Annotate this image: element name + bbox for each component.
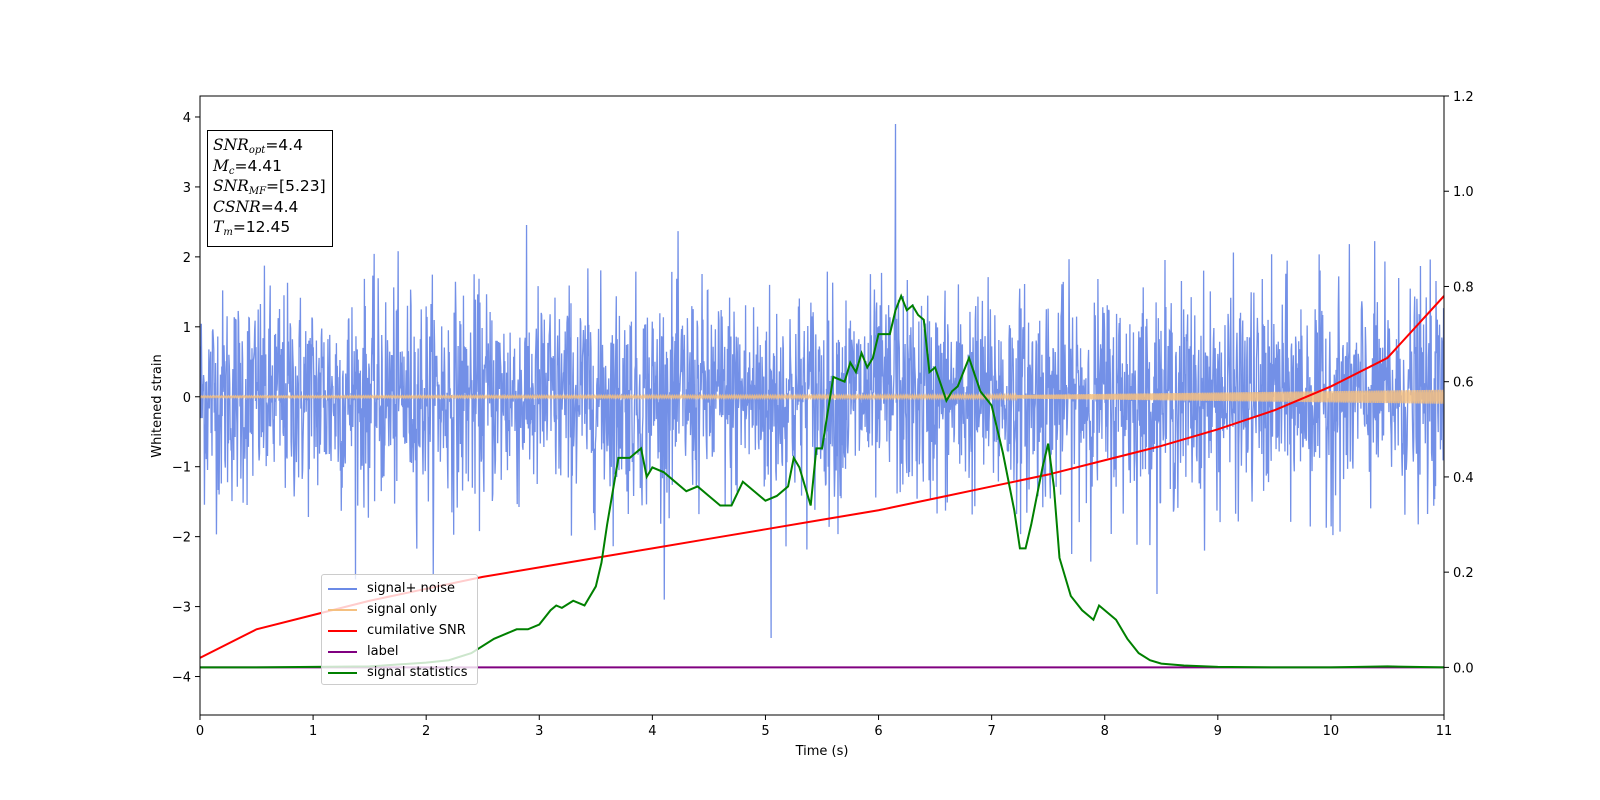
y-tick-label-right: 0.2: [1453, 566, 1474, 581]
x-tick-label: 7: [987, 724, 995, 739]
signal-only-series: [200, 389, 1444, 404]
metrics-info-box: SNRopt=4.4 Mc=4.41 SNRMF=[5.23] CSNR=4.4…: [207, 130, 333, 247]
csnr-line: CSNR=4.4: [213, 197, 299, 216]
y-tick-label-left: −3: [172, 601, 191, 616]
signal-plus-noise-line: [200, 123, 1444, 639]
mc-line: Mc=4.41: [213, 156, 282, 177]
chart-legend: signal+ noise signal only cumilative SNR…: [321, 574, 478, 685]
snr-opt-line: SNRopt=4.4: [213, 136, 303, 156]
plot-frame: [199, 95, 1445, 716]
y-axis-label: Whitened strain: [150, 354, 165, 457]
y-tick-label-right: 0.6: [1453, 376, 1474, 391]
x-tick-label: 4: [648, 724, 656, 739]
x-tick-label: 11: [1436, 724, 1453, 739]
legend-swatch: [328, 629, 357, 632]
legend-item: label: [328, 641, 477, 662]
y-tick-label-right: 1.2: [1453, 90, 1474, 105]
legend-item: signal statistics: [328, 662, 477, 683]
y-tick-label-left: 3: [183, 181, 191, 196]
legend-item: cumilative SNR: [328, 620, 477, 641]
x-tick-label: 6: [874, 724, 882, 739]
y-tick-label-right: 0.0: [1453, 661, 1474, 676]
y-tick-label-left: 4: [183, 111, 191, 126]
y-tick-label-left: 0: [183, 391, 191, 406]
y-tick-label-left: −2: [172, 531, 191, 546]
x-tick-label: 3: [535, 724, 543, 739]
y-axis-left: 4 3 2 1 0 −1 −2 −3 −4: [172, 111, 200, 686]
x-tick-label: 9: [1214, 724, 1222, 739]
x-tick-label: 10: [1323, 724, 1340, 739]
legend-swatch: [328, 650, 357, 653]
y-tick-label-right: 0.8: [1453, 280, 1474, 295]
x-tick-label: 1: [309, 724, 317, 739]
x-axis-label: Time (s): [795, 744, 849, 759]
signal-statistics-series: [200, 293, 1444, 669]
x-tick-label: 8: [1101, 724, 1109, 739]
y-tick-label-left: 1: [183, 321, 191, 336]
y-tick-label-left: 2: [183, 251, 191, 266]
snr-mf-line: SNRMF=[5.23]: [213, 177, 326, 197]
legend-swatch: [328, 587, 357, 590]
y-tick-label-left: −1: [172, 461, 191, 476]
y-tick-label-right: 0.4: [1453, 471, 1474, 486]
x-tick-label: 5: [761, 724, 769, 739]
legend-swatch: [328, 671, 357, 674]
legend-item: signal+ noise: [328, 578, 477, 599]
y-tick-label-left: −4: [172, 671, 191, 686]
y-tick-label-right: 1.0: [1453, 185, 1474, 200]
x-tick-label: 2: [422, 724, 430, 739]
legend-item: signal only: [328, 599, 477, 620]
legend-swatch: [328, 608, 357, 611]
x-tick-label: 0: [196, 724, 204, 739]
signal-plus-noise-series: [200, 123, 1444, 639]
x-axis: 0 1 2 3 4 5 6 7 8 9 10 11: [196, 715, 1452, 739]
tm-line: Tm=12.45: [213, 218, 291, 238]
y-axis-right: 1.2 1.0 0.8 0.6 0.4 0.2 0.0: [1444, 90, 1474, 676]
